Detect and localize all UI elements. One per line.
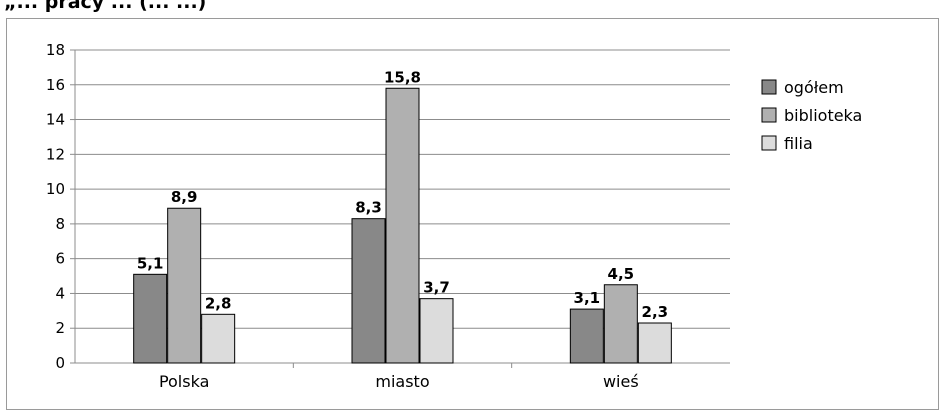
bar-filia [419,298,454,364]
bar-biblioteka [603,284,638,364]
data-label: 3,1 [574,289,601,307]
legend-swatch [761,135,777,151]
data-label: 3,7 [423,279,450,297]
y-tick-label: 8 [55,215,65,233]
data-label: 8,9 [171,188,198,206]
x-category-label: wieś [603,372,639,391]
x-category-label: miasto [375,372,429,391]
y-tick-label: 12 [46,145,65,163]
bar-filia [637,322,672,364]
data-label: 2,8 [205,294,232,312]
bars [133,87,672,364]
y-tick-label: 18 [46,41,65,59]
legend-label: biblioteka [784,106,862,125]
chart-header-cropped: „... pracy ... (... ...) [4,0,207,13]
bar-ogółem [133,273,168,364]
bar-filia [201,313,236,364]
data-label: 8,3 [355,199,382,217]
data-label: 15,8 [384,68,421,86]
bar-biblioteka [167,207,202,364]
data-label: 4,5 [608,265,635,283]
data-label: 2,3 [642,303,669,321]
legend-label: ogółem [784,78,844,97]
bar-ogółem [351,218,386,364]
y-tick-label: 4 [55,284,65,302]
legend-swatch [761,107,777,123]
bar-biblioteka [385,87,420,364]
y-tick-label: 10 [46,180,65,198]
x-category-label: Polska [159,372,209,391]
y-tick-label: 0 [55,354,65,372]
data-label: 5,1 [137,254,164,272]
legend-label: filia [784,134,813,153]
y-tick-label: 6 [55,250,65,268]
legend: ogółem biblioteka filia [761,78,862,153]
legend-swatch [761,79,777,95]
y-tick-label: 2 [55,319,65,337]
header-strip: „... pracy ... (... ...) [0,0,946,14]
bar-ogółem [569,308,604,364]
y-tick-label: 16 [46,76,65,94]
labels: 5,1 8,9 2,8 8,3 15,8 3,7 3,1 4,5 2,3 [137,68,668,321]
chart-frame [6,18,939,410]
y-tick-label: 14 [46,111,65,129]
